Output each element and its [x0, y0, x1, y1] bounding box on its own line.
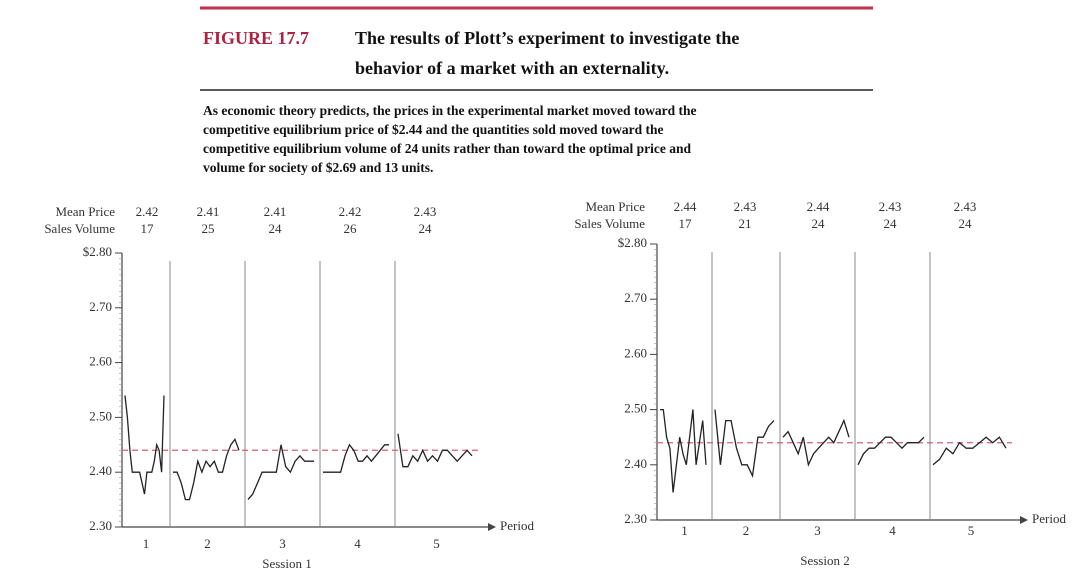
price-trace [932, 436, 1007, 466]
mean-price: 2.44 [807, 199, 830, 214]
period-label: 4 [889, 523, 896, 538]
mean-price: 2.41 [264, 204, 287, 219]
period-label: 2 [743, 523, 750, 538]
mean-price: 2.42 [339, 204, 362, 219]
session-label: Session 2 [800, 553, 849, 568]
sales-volume: 26 [344, 221, 358, 236]
volume-label: Sales Volume [44, 221, 115, 236]
sales-volume: 21 [739, 216, 752, 231]
figure-label: FIGURE 17.7 [203, 28, 309, 48]
volume-label: Sales Volume [574, 216, 645, 231]
mean-price: 2.44 [674, 199, 697, 214]
figure-title: behavior of a market with an externality… [355, 58, 669, 78]
price-trace [247, 444, 314, 501]
sales-volume: 17 [679, 216, 693, 231]
caption-line: competitive equilibrium volume of 24 uni… [203, 141, 691, 156]
x-axis-arrow [1020, 516, 1028, 524]
sales-volume: 24 [812, 216, 826, 231]
sales-volume: 25 [202, 221, 215, 236]
y-tick-label: 2.70 [624, 290, 647, 305]
period-label: 5 [433, 536, 440, 551]
mean-price-label: Mean Price [55, 204, 115, 219]
y-tick-label: 2.50 [624, 401, 647, 416]
mean-price: 2.43 [734, 199, 757, 214]
x-axis-label: Period [500, 518, 534, 533]
mean-price: 2.42 [136, 204, 159, 219]
price-trace [660, 408, 707, 493]
period-label: 3 [279, 536, 286, 551]
sales-volume: 24 [884, 216, 898, 231]
price-trace [323, 443, 389, 473]
y-tick-label: 2.40 [89, 463, 112, 478]
period-label: 3 [814, 523, 821, 538]
y-tick-label: 2.60 [624, 345, 647, 360]
mean-price: 2.43 [879, 199, 902, 214]
mean-price: 2.43 [954, 199, 977, 214]
sales-volume: 17 [141, 221, 155, 236]
period-label: 2 [204, 536, 211, 551]
mean-price-label: Mean Price [585, 199, 645, 214]
caption-line: As economic theory predicts, the prices … [203, 103, 697, 118]
y-tick-label: 2.70 [89, 299, 112, 314]
period-label: 1 [681, 523, 688, 538]
caption-line: competitive equilibrium price of $2.44 a… [203, 122, 664, 137]
y-tick-label: 2.50 [89, 408, 112, 423]
caption-line: volume for society of $2.69 and 13 units… [203, 160, 433, 175]
y-tick-label: 2.40 [624, 456, 647, 471]
y-tick-label: $2.80 [618, 235, 647, 250]
period-label: 1 [143, 536, 150, 551]
y-tick-label: 2.60 [89, 354, 112, 369]
session-label: Session 1 [262, 556, 311, 571]
x-axis-label: Period [1032, 511, 1066, 526]
price-trace [857, 436, 925, 466]
period-label: 5 [968, 523, 975, 538]
period-label: 4 [354, 536, 361, 551]
figure-title: The results of Plott’s experiment to inv… [355, 28, 739, 48]
sales-volume: 24 [419, 221, 433, 236]
price-trace [173, 437, 240, 501]
y-tick-label: 2.30 [89, 518, 112, 533]
y-tick-label: 2.30 [624, 511, 647, 526]
sales-volume: 24 [959, 216, 973, 231]
y-tick-label: $2.80 [83, 244, 112, 259]
mean-price: 2.41 [197, 204, 220, 219]
mean-price: 2.43 [414, 204, 437, 219]
x-axis-arrow [488, 523, 496, 531]
price-trace [714, 409, 775, 479]
price-trace [397, 433, 473, 468]
price-trace [782, 418, 850, 467]
sales-volume: 24 [269, 221, 283, 236]
price-trace [124, 395, 165, 495]
